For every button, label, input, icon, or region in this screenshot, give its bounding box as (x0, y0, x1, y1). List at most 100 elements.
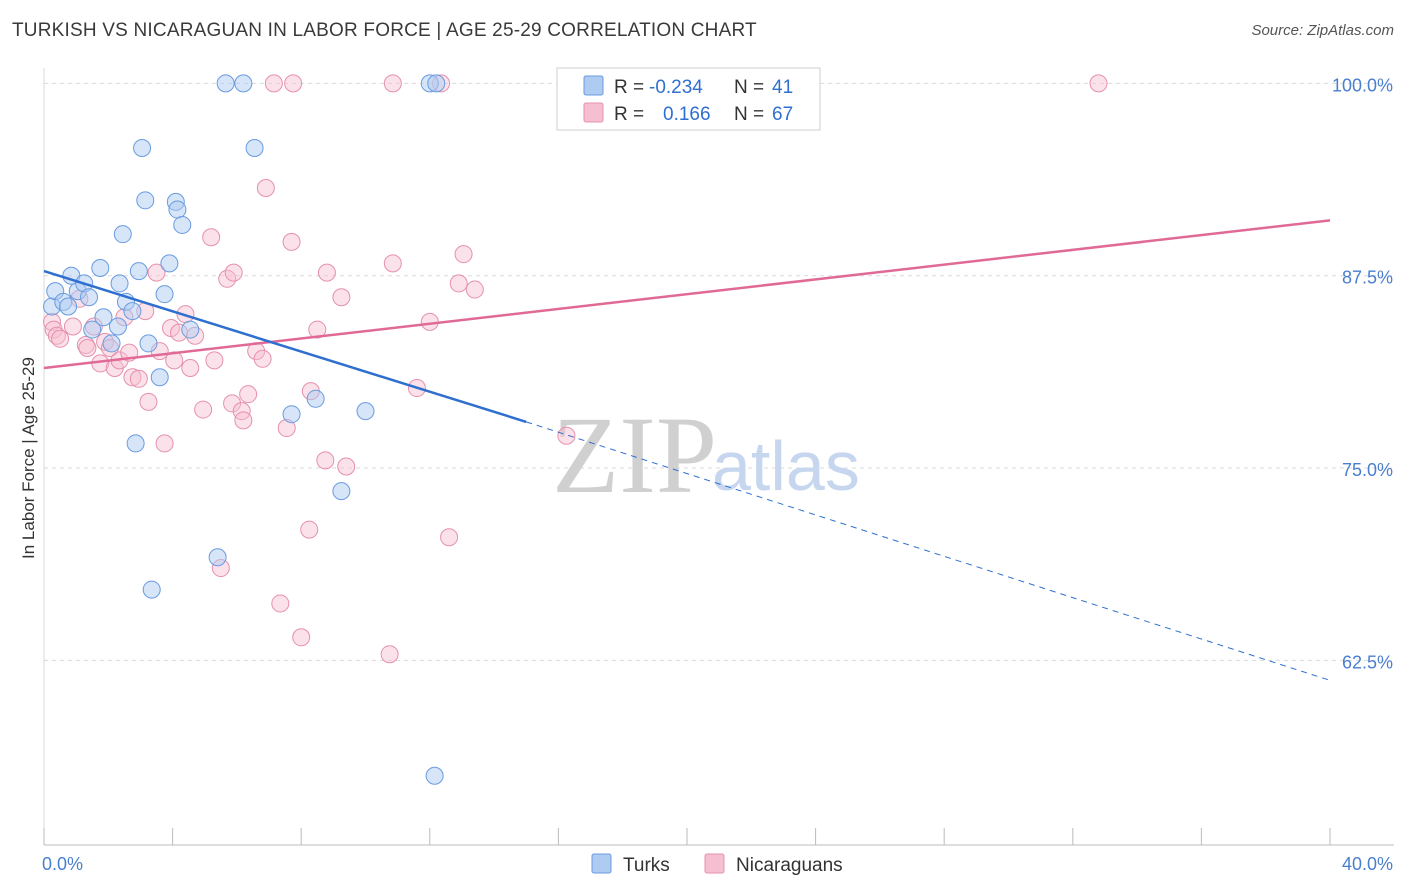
watermark: ZIP atlas (552, 394, 860, 516)
series-legend-label-turks: Turks (623, 855, 670, 876)
nicaraguans-point (194, 400, 213, 419)
turks-point (356, 402, 375, 421)
nicaraguans-point (223, 394, 242, 413)
turks-point (83, 320, 102, 339)
nicaraguans-point (292, 628, 311, 647)
stats-legend: R = -0.234 N = 41 R = 0.166 N = 67 (556, 67, 821, 131)
nicaraguans-point (308, 320, 327, 339)
legend-swatch-nicaraguans (583, 102, 604, 123)
turks-point (425, 766, 444, 785)
turks-point (150, 368, 169, 387)
nicaraguans-point (383, 254, 402, 273)
watermark-atlas-text: atlas (712, 427, 860, 505)
nicaraguans-trend-line (43, 219, 1331, 370)
turks-point (94, 308, 113, 327)
turks-point (173, 215, 192, 234)
series-legend-swatch-nicaraguans (704, 853, 725, 874)
turks-point (136, 191, 155, 210)
turks-point (168, 200, 187, 219)
turks-point (181, 320, 200, 339)
turks-point (80, 288, 99, 307)
nicaraguans-point (51, 329, 70, 348)
y-tick-label: 62.5% (1342, 652, 1393, 672)
turks-trend-extension (526, 421, 1331, 681)
nicaraguans-point (202, 228, 221, 247)
nicaraguans-point (300, 520, 319, 539)
nicaraguans-point (155, 434, 174, 453)
nicaraguans-point (224, 263, 243, 282)
turks-point (133, 139, 152, 158)
turks-point (113, 225, 132, 244)
turks-point (126, 434, 145, 453)
nicaraguans-point (253, 349, 272, 368)
nicaraguans-point (47, 326, 66, 345)
nicaraguans-point (139, 392, 158, 411)
nicaraguans-point (1089, 74, 1108, 93)
nicaraguans-point (454, 245, 473, 264)
turks-point (129, 262, 148, 281)
nicaraguans-point (232, 402, 251, 421)
turks-point (59, 297, 78, 316)
nicaraguans-point (123, 368, 142, 387)
x-tick-label: 0.0% (42, 854, 83, 874)
nicaraguans-point (63, 317, 82, 336)
legend-n-label-nicaraguans: N = (734, 104, 764, 125)
nicaraguans-point (181, 359, 200, 378)
source-label: Source: ZipAtlas.com (1251, 22, 1394, 39)
nicaraguans-point (78, 339, 97, 358)
turks-point (155, 285, 174, 304)
nicaraguans-point (317, 263, 336, 282)
turks-point (245, 139, 264, 158)
turks-point (142, 580, 161, 599)
legend-r-label-nicaraguans: R = (614, 104, 644, 125)
nicaraguans-point (316, 451, 335, 470)
nicaraguans-point (234, 411, 253, 430)
series-legend: Turks Nicaraguans (591, 853, 843, 876)
turks-point (216, 74, 235, 93)
nicaraguans-point (557, 426, 576, 445)
turks-point (160, 254, 179, 273)
turks-points (43, 74, 446, 785)
nicaraguans-point (284, 74, 303, 93)
nicaraguans-point (76, 335, 95, 354)
y-tick-label: 75.0% (1342, 460, 1393, 480)
turks-point (108, 317, 127, 336)
x-tick-labels: 0.0% 40.0% (42, 854, 1393, 874)
legend-n-value-nicaraguans: 67 (772, 104, 793, 125)
turks-point (332, 482, 351, 501)
trend-lines (43, 219, 1331, 681)
nicaraguans-point (383, 74, 402, 93)
series-legend-label-nicaraguans: Nicaraguans (736, 855, 843, 876)
legend-r-label-turks: R = (614, 77, 644, 98)
series-legend-swatch-turks (591, 853, 612, 874)
y-axis-title: In Labor Force | Age 25-29 (19, 357, 38, 559)
turks-point (427, 74, 446, 93)
nicaraguans-point (256, 179, 275, 198)
turks-point (110, 274, 129, 293)
legend-r-value-nicaraguans: 0.166 (663, 104, 711, 125)
watermark-zip-text: ZIP (552, 394, 717, 516)
turks-point (102, 334, 121, 353)
nicaraguans-point (332, 288, 351, 307)
nicaraguans-point (337, 457, 356, 476)
nicaraguans-points (43, 74, 1108, 664)
y-tick-label: 100.0% (1332, 75, 1393, 95)
legend-n-label-turks: N = (734, 77, 764, 98)
nicaraguans-point (147, 263, 166, 282)
axes (43, 828, 1394, 846)
nicaraguans-point (449, 274, 468, 293)
x-tick-label: 40.0% (1342, 854, 1393, 874)
turks-point (234, 74, 253, 93)
nicaraguans-point (205, 351, 224, 370)
turks-point (91, 259, 110, 278)
legend-n-value-turks: 41 (772, 77, 793, 98)
turks-point (123, 302, 142, 321)
legend-swatch-turks (583, 75, 604, 96)
nicaraguans-point (440, 528, 459, 547)
nicaraguans-point (465, 280, 484, 299)
nicaraguans-point (264, 74, 283, 93)
nicaraguans-point (380, 645, 399, 664)
legend-r-value-turks: -0.234 (649, 77, 703, 98)
y-tick-labels: 62.5% 75.0% 87.5% 100.0% (1332, 75, 1393, 672)
